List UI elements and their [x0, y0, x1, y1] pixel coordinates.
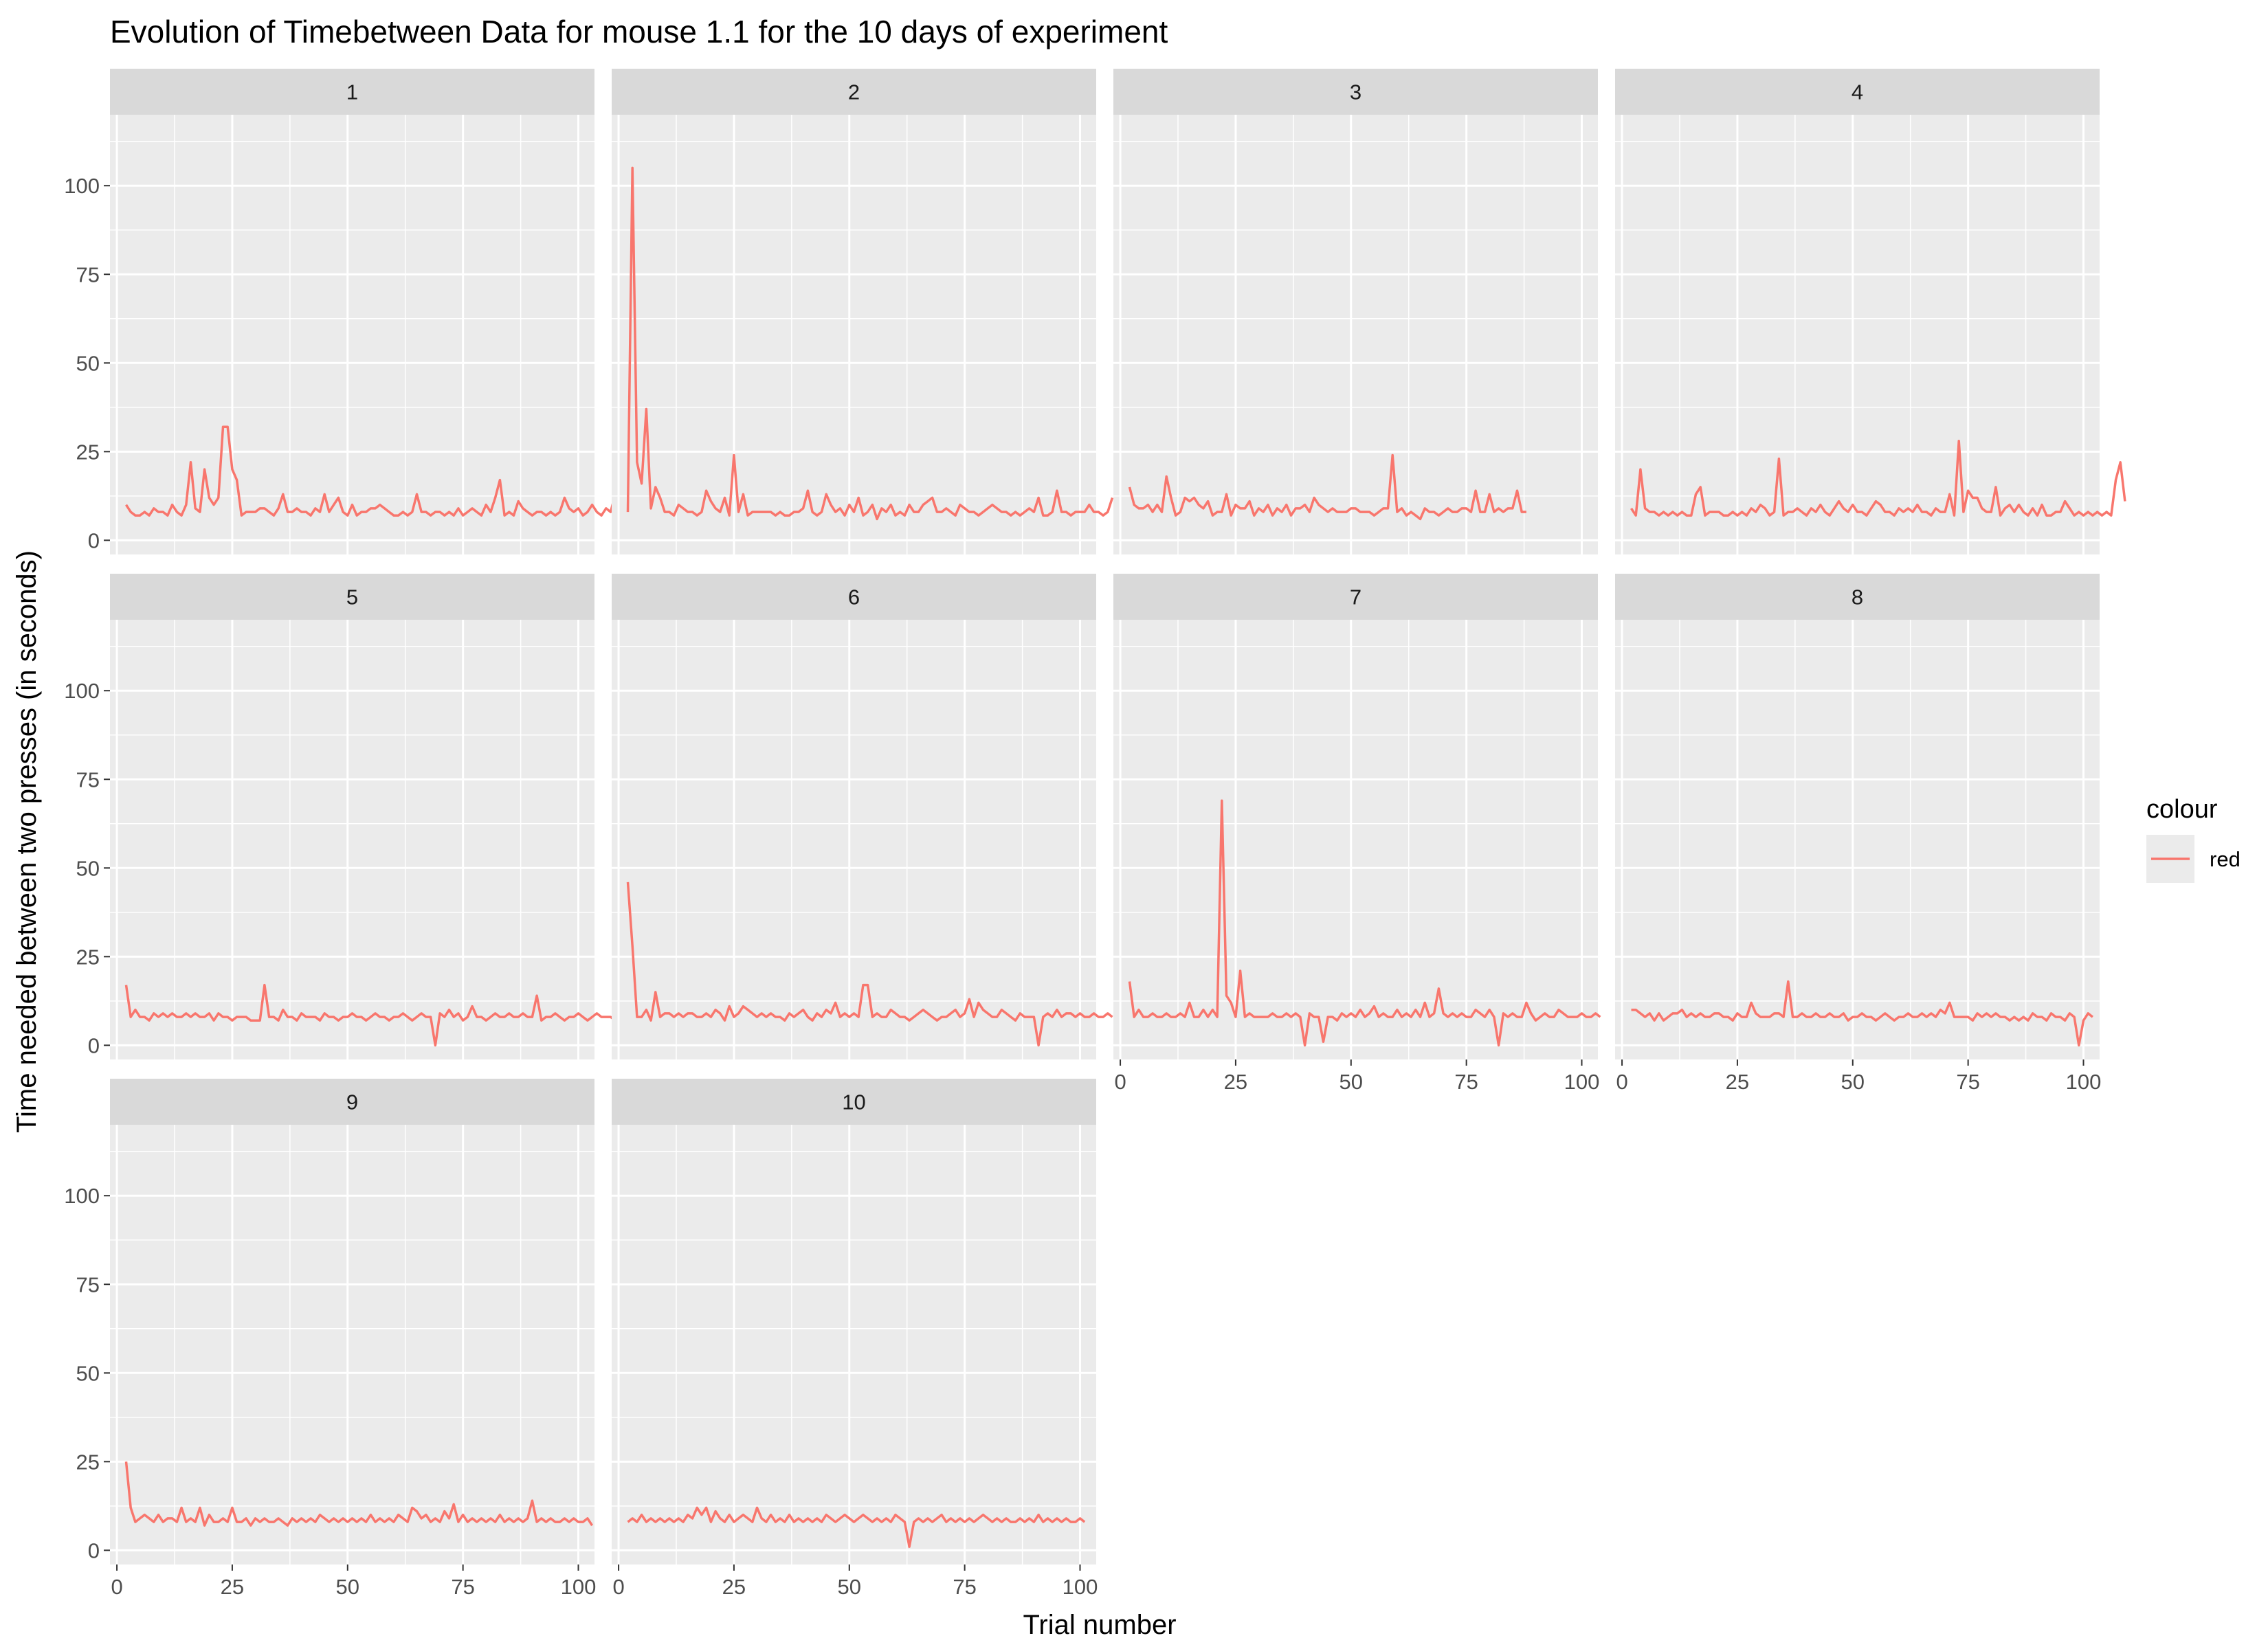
series-line-6	[626, 882, 1113, 1047]
facet-strip-label: 7	[1350, 585, 1361, 609]
y-tick-label: 50	[76, 856, 100, 880]
series-line-3	[1128, 453, 1526, 521]
facet-panel-9: 9 0 25 50 75 100 0 25 50 75 100	[64, 1079, 596, 1599]
panel-background	[110, 620, 594, 1059]
x-tick-label: 0	[1616, 1070, 1627, 1094]
x-tick-label: 25	[221, 1575, 244, 1599]
panel-background	[110, 1125, 594, 1564]
y-tick-label: 50	[76, 351, 100, 375]
series-line-10	[627, 1506, 1086, 1548]
facet-strip	[1113, 574, 1598, 620]
legend-label: red	[2210, 847, 2241, 871]
facet-panel-8: 8 0 25 50 75 100	[1615, 574, 2101, 1094]
facet-strip	[1615, 69, 2100, 115]
x-tick-label: 75	[451, 1575, 474, 1599]
y-tick-label: 25	[76, 440, 100, 464]
series-line-4	[1630, 440, 2126, 517]
x-axis-title: Trial number	[1023, 1610, 1176, 1640]
x-tick-label: 100	[561, 1575, 597, 1599]
facet-strip-label: 9	[346, 1090, 358, 1114]
panel-background	[612, 1125, 1096, 1564]
x-tick-label: 100	[1564, 1070, 1600, 1094]
facet-strip-label: 2	[848, 80, 860, 104]
y-tick-label: 25	[76, 1450, 100, 1474]
facet-panel-4: 4	[1615, 69, 2126, 554]
facet-strip	[1615, 574, 2100, 620]
x-tick-label: 75	[953, 1575, 976, 1599]
panel-background	[1113, 620, 1598, 1059]
y-tick-label: 100	[64, 679, 100, 703]
x-tick-label: 25	[1224, 1070, 1247, 1094]
panel-background	[1615, 620, 2100, 1059]
series-line-7	[1128, 799, 1601, 1047]
facet-strip-label: 4	[1852, 80, 1863, 104]
x-tick-label: 50	[1841, 1070, 1865, 1094]
series-line-8	[1631, 980, 2093, 1047]
facet-strip	[110, 1079, 594, 1125]
facet-panel-7: 7 0 25 50 75 100	[1113, 574, 1601, 1094]
series-line-9	[124, 1461, 594, 1527]
facet-strip	[110, 69, 594, 115]
y-tick-label: 0	[88, 1538, 100, 1562]
legend-title: colour	[2146, 795, 2218, 824]
series-line-2	[626, 166, 1114, 521]
facet-strip	[110, 574, 594, 620]
x-tick-label: 50	[838, 1575, 861, 1599]
facet-panel-1: 1 0 25 50 75 100	[64, 69, 625, 554]
x-tick-label: 75	[1956, 1070, 1979, 1094]
y-tick-label: 75	[76, 262, 100, 287]
panel-background	[1113, 115, 1598, 554]
x-tick-label: 100	[1063, 1575, 1098, 1599]
x-tick-label: 100	[2066, 1070, 2102, 1094]
y-tick-label: 75	[76, 767, 100, 792]
facet-strip-label: 1	[346, 80, 358, 104]
facet-panel-2: 2	[612, 69, 1114, 554]
panel-background	[612, 620, 1096, 1059]
facet-strip-label: 10	[842, 1090, 865, 1114]
legend: colour red	[2146, 795, 2241, 883]
y-tick-label: 100	[64, 1184, 100, 1208]
x-tick-label: 0	[111, 1575, 122, 1599]
panel-background	[1615, 115, 2100, 554]
x-tick-label: 75	[1454, 1070, 1478, 1094]
series-line-5	[124, 983, 625, 1047]
y-axis-title: Time needed between two presses (in seco…	[12, 550, 42, 1133]
x-tick-label: 25	[722, 1575, 746, 1599]
y-tick-label: 25	[76, 945, 100, 969]
facet-strip-label: 8	[1852, 585, 1863, 609]
panel-background	[110, 115, 594, 554]
facet-panel-6: 6	[612, 574, 1113, 1059]
x-tick-label: 25	[1726, 1070, 1749, 1094]
y-tick-label: 0	[88, 1033, 100, 1057]
facet-strip-label: 5	[346, 585, 358, 609]
series-line-1	[125, 425, 625, 517]
facet-strip	[1113, 69, 1598, 115]
chart-title: Evolution of Timebetween Data for mouse …	[110, 14, 1168, 49]
facet-strip	[612, 69, 1096, 115]
facet-panel-10: 100 25 50 75 100	[612, 1079, 1098, 1599]
x-tick-label: 0	[612, 1575, 624, 1599]
facet-strip-label: 6	[848, 585, 860, 609]
y-tick-label: 50	[76, 1361, 100, 1385]
x-tick-label: 50	[1339, 1070, 1363, 1094]
x-tick-label: 50	[336, 1575, 359, 1599]
x-tick-label: 0	[1114, 1070, 1126, 1094]
y-tick-label: 75	[76, 1272, 100, 1297]
facet-strip	[612, 1079, 1096, 1125]
panel-background	[612, 115, 1096, 554]
y-tick-label: 100	[64, 174, 100, 198]
facet-panel-3: 3	[1113, 69, 1598, 554]
y-tick-label: 0	[88, 528, 100, 552]
facet-strip-label: 3	[1350, 80, 1361, 104]
facet-strip	[612, 574, 1096, 620]
